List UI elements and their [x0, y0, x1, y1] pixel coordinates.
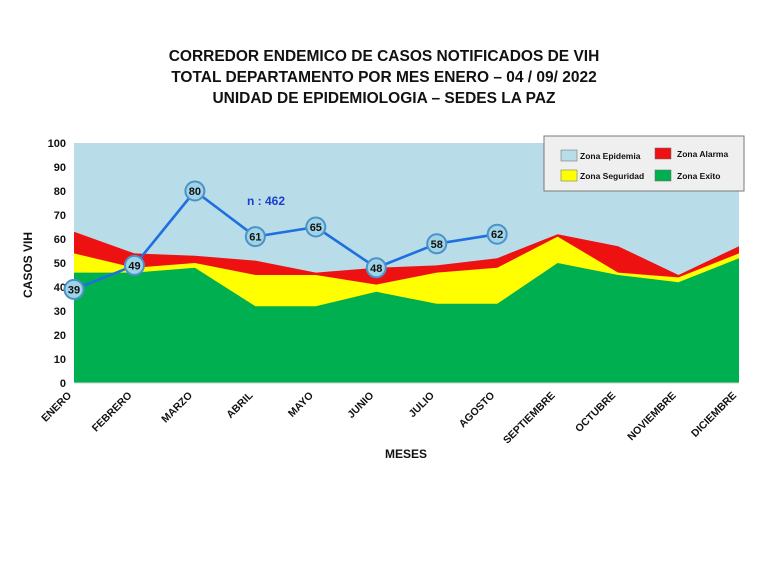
y-tick-label: 40 — [54, 282, 66, 294]
y-tick-label: 100 — [48, 138, 66, 150]
legend-label-zona-seguridad: Zona Seguridad — [580, 171, 644, 181]
x-tick-label-marzo: MARZO — [159, 390, 195, 426]
data-point-agosto — [486, 223, 508, 245]
x-tick-label-septiembre: SEPTIEMBRE — [501, 390, 558, 447]
y-tick-label: 80 — [54, 186, 66, 198]
y-tick-label: 30 — [54, 306, 66, 318]
x-tick-label-mayo: MAYO — [286, 390, 316, 420]
title-line-1: CORREDOR ENDEMICO DE CASOS NOTIFICADOS D… — [168, 48, 600, 65]
cases-line — [73, 189, 498, 291]
cases-line-layer: 39 49 80 61 65 48 58 62 — [63, 180, 508, 300]
data-point-mayo — [305, 216, 327, 238]
data-label-enero: 39 — [68, 284, 80, 296]
legend-label-zona-exito: Zona Exito — [677, 171, 720, 181]
data-point-abril — [244, 226, 266, 248]
data-label-agosto: 62 — [491, 229, 503, 241]
legend-label-zona-epidemia: Zona Epidemia — [580, 151, 641, 161]
y-tick-label: 0 — [60, 378, 66, 390]
data-point-junio — [365, 257, 387, 279]
legend-swatch-zona-seguridad — [560, 169, 578, 182]
legend-swatch-zona-epidemia — [560, 149, 578, 162]
y-tick-label: 60 — [54, 234, 66, 246]
y-tick-label: 20 — [54, 330, 66, 342]
data-label-abril: 61 — [249, 232, 261, 244]
data-label-febrero: 49 — [128, 260, 140, 272]
x-tick-label-agosto: AGOSTO — [457, 390, 498, 431]
data-point-febrero — [123, 254, 145, 276]
y-axis-title: CASOS VIH — [21, 232, 35, 298]
total-annotation: n : 462 — [247, 194, 285, 208]
x-tick-label-diciembre: DICIEMBRE — [689, 390, 739, 440]
x-tick-label-enero: ENERO — [39, 390, 74, 425]
y-tick-label: 90 — [54, 162, 66, 174]
legend: Zona Epidemia Zona Alarma Zona Seguridad Zo… — [543, 135, 745, 192]
x-tick-label-abril: ABRIL — [224, 389, 256, 421]
x-axis-title: MESES — [385, 447, 427, 461]
data-label-julio: 58 — [431, 239, 443, 251]
data-point-enero — [63, 278, 85, 300]
legend-swatch-zona-alarma — [654, 147, 672, 160]
data-label-junio: 48 — [370, 263, 382, 275]
x-tick-label-febrero: FEBRERO — [90, 390, 135, 435]
y-tick-label: 50 — [54, 258, 66, 270]
legend-label-zona-alarma: Zona Alarma — [677, 149, 728, 159]
data-label-mayo: 65 — [310, 222, 322, 234]
data-point-julio — [426, 233, 448, 255]
data-point-marzo — [184, 180, 206, 202]
zone-zona-exito — [74, 258, 739, 383]
data-label-marzo: 80 — [189, 186, 201, 198]
title-line-2: TOTAL DEPARTAMENTO POR MES ENERO – 04 / … — [171, 69, 597, 86]
y-tick-label: 70 — [54, 210, 66, 222]
legend-box — [543, 135, 745, 192]
zones-layer — [74, 143, 739, 383]
title-line-3: UNIDAD DE EPIDEMIOLOGIA – SEDES LA PAZ — [212, 90, 556, 107]
x-tick-label-julio: JULIO — [406, 390, 436, 420]
x-tick-label-junio: JUNIO — [345, 390, 376, 421]
chart-title: CORREDOR ENDEMICO DE CASOS NOTIFICADOS D… — [0, 46, 768, 109]
x-tick-label-noviembre: NOVIEMBRE — [625, 390, 678, 443]
x-tick-label-octubre: OCTUBRE — [573, 390, 618, 435]
y-tick-label: 10 — [54, 354, 66, 366]
legend-swatch-zona-exito — [654, 169, 672, 182]
